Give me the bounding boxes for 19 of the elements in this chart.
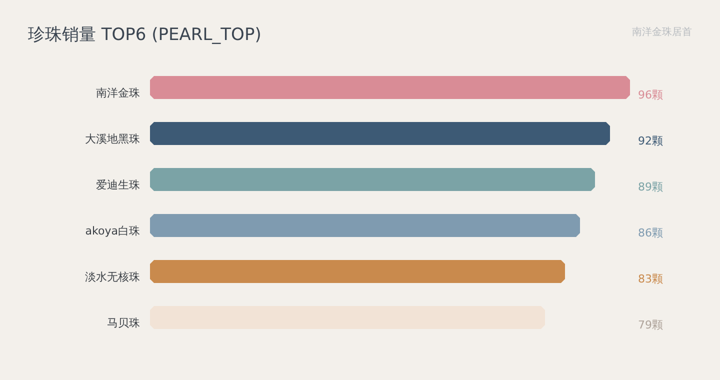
chart-title: 珍珠销量 TOP6 (PEARL_TOP) xyxy=(28,25,262,45)
data-label: 86颗 xyxy=(638,226,663,240)
bar xyxy=(150,214,580,237)
y-tick-label: akoya白珠 xyxy=(85,224,140,238)
bar xyxy=(150,168,595,191)
bar xyxy=(150,122,610,145)
text: 南洋金珠居首 xyxy=(632,26,692,38)
bar xyxy=(150,260,565,283)
data-label: 92颗 xyxy=(638,134,663,148)
bar xyxy=(150,76,630,99)
y-tick-label: 爱迪生珠 xyxy=(96,178,140,192)
y-tick-label: 南洋金珠 xyxy=(96,86,140,100)
y-tick-label: 淡水无核珠 xyxy=(85,270,140,284)
y-tick-label: 马贝珠 xyxy=(107,316,140,330)
y-tick-label: 大溪地黑珠 xyxy=(85,132,140,146)
data-label: 96颗 xyxy=(638,88,663,102)
data-label: 83颗 xyxy=(638,272,663,286)
data-label: 79颗 xyxy=(638,318,663,332)
data-label: 89颗 xyxy=(638,180,663,194)
